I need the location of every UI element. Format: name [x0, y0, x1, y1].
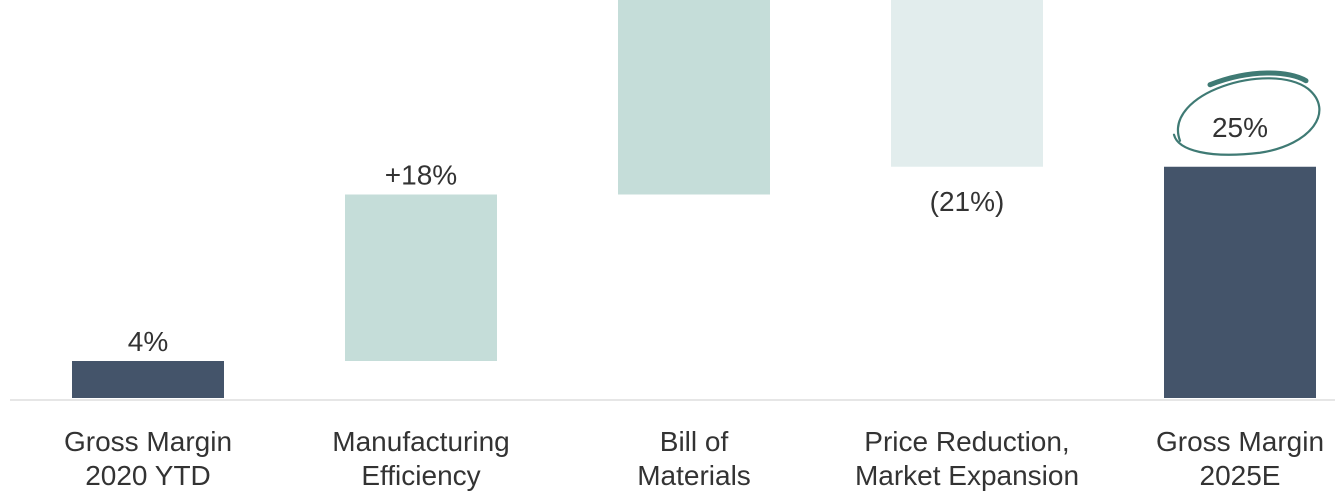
category-label-3-line-1: Price Reduction,: [864, 426, 1069, 457]
bar-0: [72, 361, 224, 398]
category-label-0-line-2: 2020 YTD: [85, 460, 211, 491]
category-label-3-line-2: Market Expansion: [855, 460, 1079, 491]
category-label-0-line-1: Gross Margin: [64, 426, 232, 457]
category-label-1-line-2: Efficiency: [361, 460, 480, 491]
category-label-2-line-2: Materials: [637, 460, 751, 491]
category-label-4-line-2: 2025E: [1200, 460, 1281, 491]
category-label-4-line-1: Gross Margin: [1156, 426, 1324, 457]
bar-4: [1164, 166, 1316, 398]
value-label-4: 25%: [1212, 112, 1268, 143]
category-label-2-line-1: Bill of: [660, 426, 729, 457]
value-label-0: 4%: [128, 326, 168, 357]
value-labels-layer: 4%+18%+24%(21%)25%: [128, 70, 1321, 357]
category-label-1-line-1: Manufacturing: [332, 426, 509, 457]
bar-2: [618, 0, 770, 195]
bar-1: [345, 194, 497, 361]
value-label-3: (21%): [930, 186, 1005, 217]
highlight-ring-stroke: [1207, 70, 1309, 88]
bar-3: [891, 0, 1043, 167]
highlight-ring: [1172, 77, 1321, 156]
bars-layer: [72, 0, 1316, 398]
value-label-1: +18%: [385, 160, 457, 191]
